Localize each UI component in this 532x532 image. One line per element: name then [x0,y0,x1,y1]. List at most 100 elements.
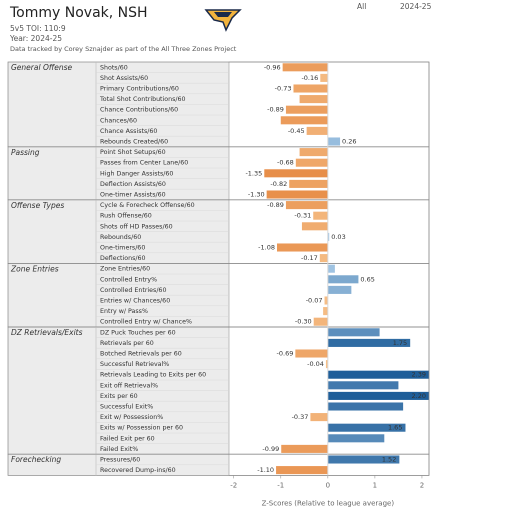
row-label: Controlled Entry w/ Chance% [100,319,192,326]
value-label: -0.17 [301,254,318,262]
row-label: Passes from Center Lane/60 [100,160,188,167]
value-label: 1.52 [382,456,396,464]
value-label: -0.04 [307,360,324,368]
value-label: 1.75 [393,339,407,347]
x-axis-title: Z-Scores (Relative to league average) [262,499,395,507]
bar [266,190,328,199]
value-label: 0.65 [360,275,374,283]
value-label: -0.99 [262,445,279,453]
row-label: Zone Entries/60 [100,266,150,273]
bar [327,434,385,443]
row-label: Total Shot Contributions/60 [99,96,186,103]
bar [281,444,328,453]
row-label: Entry w/ Pass% [100,308,148,315]
bar [299,148,328,157]
bar [327,338,411,347]
bar [327,275,359,284]
row-label: One-timers/60 [100,245,145,252]
row-label: One-timer Assists/60 [100,192,166,199]
row-label: Deflection Assists/60 [100,181,166,188]
value-label: -0.69 [277,350,294,358]
row-label: Failed Exit per 60 [100,435,155,442]
bar [280,116,328,125]
row-label: DZ Puck Touches per 60 [100,329,176,336]
section-label: Forechecking [11,455,61,464]
value-label: -1.35 [245,169,262,177]
bar [323,307,328,316]
bar [320,73,328,82]
filter[interactable]: All [357,2,366,11]
bar [327,402,404,411]
value-label: -1.10 [257,466,274,474]
value-label: 2.39 [412,371,426,379]
section-label: Passing [11,148,40,157]
row-label: Retrievals per 60 [100,340,154,347]
bar [327,285,352,294]
row-label: Shots off HD Passes/60 [100,223,173,230]
value-label: -1.08 [258,244,275,252]
bar [301,222,328,231]
bar [299,95,328,104]
row-label: Cycle & Forecheck Offense/60 [100,202,195,209]
row-label: Chance Assists/60 [100,128,157,135]
bar [293,84,328,93]
row-label: Chance Contributions/60 [100,107,178,114]
row-label: Point Shot Setups/60 [100,149,166,156]
value-label: -0.73 [275,85,292,93]
row-label: Pressures/60 [100,457,140,464]
subtitle: Data tracked by Corey Sznajder as part o… [10,45,237,53]
bar [295,349,328,358]
bar [285,201,328,210]
bar [327,391,429,400]
label-panel [8,62,229,476]
value-label: 0.03 [331,233,345,241]
value-label: -0.45 [288,127,305,135]
subtitle: Year: 2024-25 [9,34,62,43]
row-label: Controlled Entry% [100,276,157,283]
value-label: -0.68 [277,159,294,167]
bar [319,254,328,263]
value-label: -0.31 [294,212,311,220]
section-label: General Offense [11,63,73,72]
bar [327,370,429,379]
row-label: Shots/60 [100,64,128,71]
filter[interactable]: 2024-25 [400,2,432,11]
value-label: -0.30 [295,318,312,326]
value-label: -0.07 [306,297,323,305]
bar [310,413,328,422]
row-label: Controlled Entries/60 [100,287,166,294]
row-label: Shot Assists/60 [100,75,148,82]
row-label: Successful Exit% [100,404,153,411]
value-label: -0.16 [301,74,318,82]
row-label: Exit off Retrieval% [100,382,158,389]
bars [264,63,429,475]
row-label: Entries w/ Chances/60 [100,298,170,305]
bar [289,179,328,188]
row-label: Primary Contributions/60 [100,86,179,93]
value-label: 2.20 [412,392,426,400]
bar [306,126,328,135]
value-label: -1.30 [248,191,265,199]
value-label: -0.89 [267,106,284,114]
section-label: DZ Retrievals/Exits [11,328,83,337]
bar [313,211,328,220]
row-label: Retrievals Leading to Exits per 60 [100,372,206,379]
bar [327,381,399,390]
section-box [7,453,430,476]
value-label: 1.65 [388,424,402,432]
row-label: Chances/60 [100,117,137,124]
section-label: Zone Entries [10,264,59,273]
value-label: -0.89 [267,201,284,209]
row-label: Rebounds/60 [100,234,141,241]
row-label: Failed Exit% [100,446,138,453]
row-label: Exits w/ Possession per 60 [100,425,183,432]
value-label: 0.26 [342,138,356,146]
row-label: Botched Retrievals per 60 [100,351,182,358]
bar [295,158,328,167]
bar [285,105,328,114]
bar [324,296,328,305]
bar [325,360,328,369]
value-label: -0.37 [292,413,309,421]
row-label: Successful Retrieval% [100,361,169,368]
bar [264,169,328,178]
